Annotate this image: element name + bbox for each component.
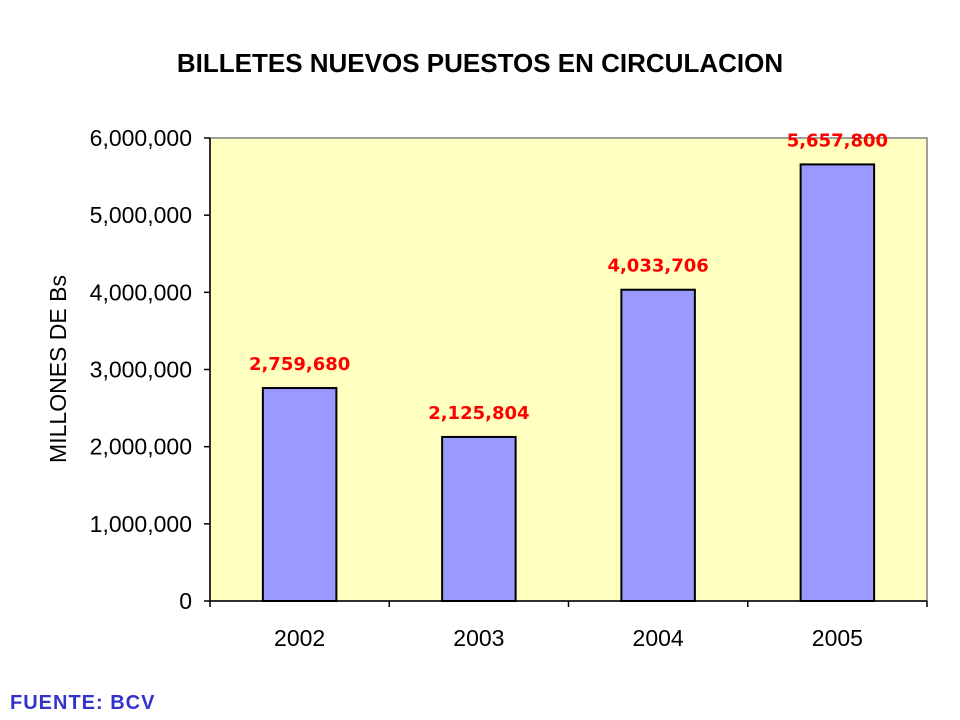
bar-2002 <box>261 387 338 603</box>
chart-title: BILLETES NUEVOS PUESTOS EN CIRCULACION <box>177 48 783 78</box>
bar-2003 <box>441 435 517 603</box>
y-tick-label: 2,000,000 <box>90 434 192 460</box>
y-tick-label: 3,000,000 <box>90 357 192 383</box>
y-tick-label: 1,000,000 <box>90 511 192 537</box>
data-label-2005: 5,657,800 <box>787 130 888 151</box>
data-labels: 2,759,680 2,125,804 4,033,706 5,657,800 <box>249 130 888 424</box>
x-tick-label: 2004 <box>633 625 684 651</box>
data-label-2004: 4,033,706 <box>607 256 708 277</box>
bars <box>261 163 876 603</box>
y-axis: 0 1,000,000 2,000,000 3,000,000 4,000,000 5,0… <box>90 125 211 614</box>
y-tick-label: 0 <box>179 588 192 614</box>
y-tick-label: 5,000,000 <box>90 202 192 228</box>
y-tick-label: 6,000,000 <box>90 125 192 151</box>
x-tick-label: 2005 <box>812 625 863 651</box>
x-axis: 2002 2003 2004 2005 <box>209 600 928 651</box>
y-axis-label: MILLONES DE Bs <box>45 275 71 463</box>
bar-2005 <box>799 163 876 602</box>
y-tick-label: 4,000,000 <box>90 279 192 305</box>
x-tick-label: 2003 <box>453 625 504 651</box>
x-tick-label: 2002 <box>274 625 325 651</box>
data-label-2002: 2,759,680 <box>249 354 350 375</box>
data-label-2003: 2,125,804 <box>428 403 529 424</box>
bar-2004 <box>620 288 696 602</box>
source-note: FUENTE: BCV <box>10 692 156 714</box>
